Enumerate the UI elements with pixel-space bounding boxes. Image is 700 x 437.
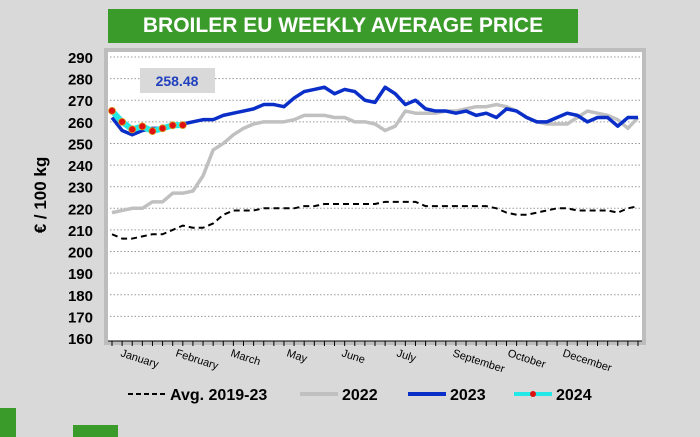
decor-green-block — [73, 425, 118, 437]
data-point-2024 — [168, 121, 177, 130]
legend-label: 2024 — [556, 387, 592, 404]
annotation-box — [140, 68, 215, 93]
y-tick-label: 240 — [68, 158, 93, 175]
y-tick-label: 160 — [68, 331, 93, 348]
data-point-2024 — [108, 106, 116, 115]
y-tick-label: 180 — [68, 288, 93, 305]
y-tick-label: 210 — [68, 223, 93, 240]
x-tick-label: January — [119, 347, 160, 371]
y-tick-label: 220 — [68, 201, 93, 218]
data-point-2024 — [158, 124, 167, 133]
y-tick-label: 250 — [68, 136, 93, 153]
legend-label: Avg. 2019-23 — [170, 387, 267, 404]
x-tick-label: September — [451, 347, 506, 375]
data-point-2024 — [118, 117, 127, 126]
series-line-avg-2019-23 — [111, 200, 639, 240]
y-tick-label: 290 — [68, 50, 93, 67]
y-tick-label: 280 — [68, 72, 93, 89]
series-line-2023 — [110, 85, 638, 137]
data-point-2024 — [148, 127, 157, 136]
y-tick-label: 260 — [68, 115, 93, 132]
x-tick-label: October — [506, 347, 547, 371]
annotation-last-value: 258.48 — [156, 73, 199, 89]
x-tick-label: June — [340, 347, 366, 366]
x-tick-label: February — [174, 347, 220, 372]
data-point-2024 — [138, 122, 147, 131]
x-tick-label: March — [229, 347, 262, 368]
y-tick-label: 190 — [68, 266, 93, 283]
legend-label: 2022 — [342, 387, 378, 404]
y-tick-label: 230 — [68, 180, 93, 197]
y-tick-label: 170 — [68, 309, 93, 326]
data-point-2024 — [178, 121, 187, 129]
plot-area — [104, 48, 646, 345]
legend-marker — [530, 391, 536, 397]
decor-green-block — [0, 408, 16, 437]
y-tick-label: 200 — [68, 245, 93, 262]
legend-label: 2023 — [450, 387, 486, 404]
x-tick-label: December — [561, 347, 613, 374]
data-point-2024 — [128, 125, 137, 134]
y-axis-label: € / 100 kg — [31, 157, 50, 234]
x-tick-label: May — [285, 347, 309, 365]
y-tick-label: 270 — [68, 93, 93, 110]
series-line-2022 — [111, 102, 640, 215]
x-tick-label: July — [395, 347, 418, 365]
